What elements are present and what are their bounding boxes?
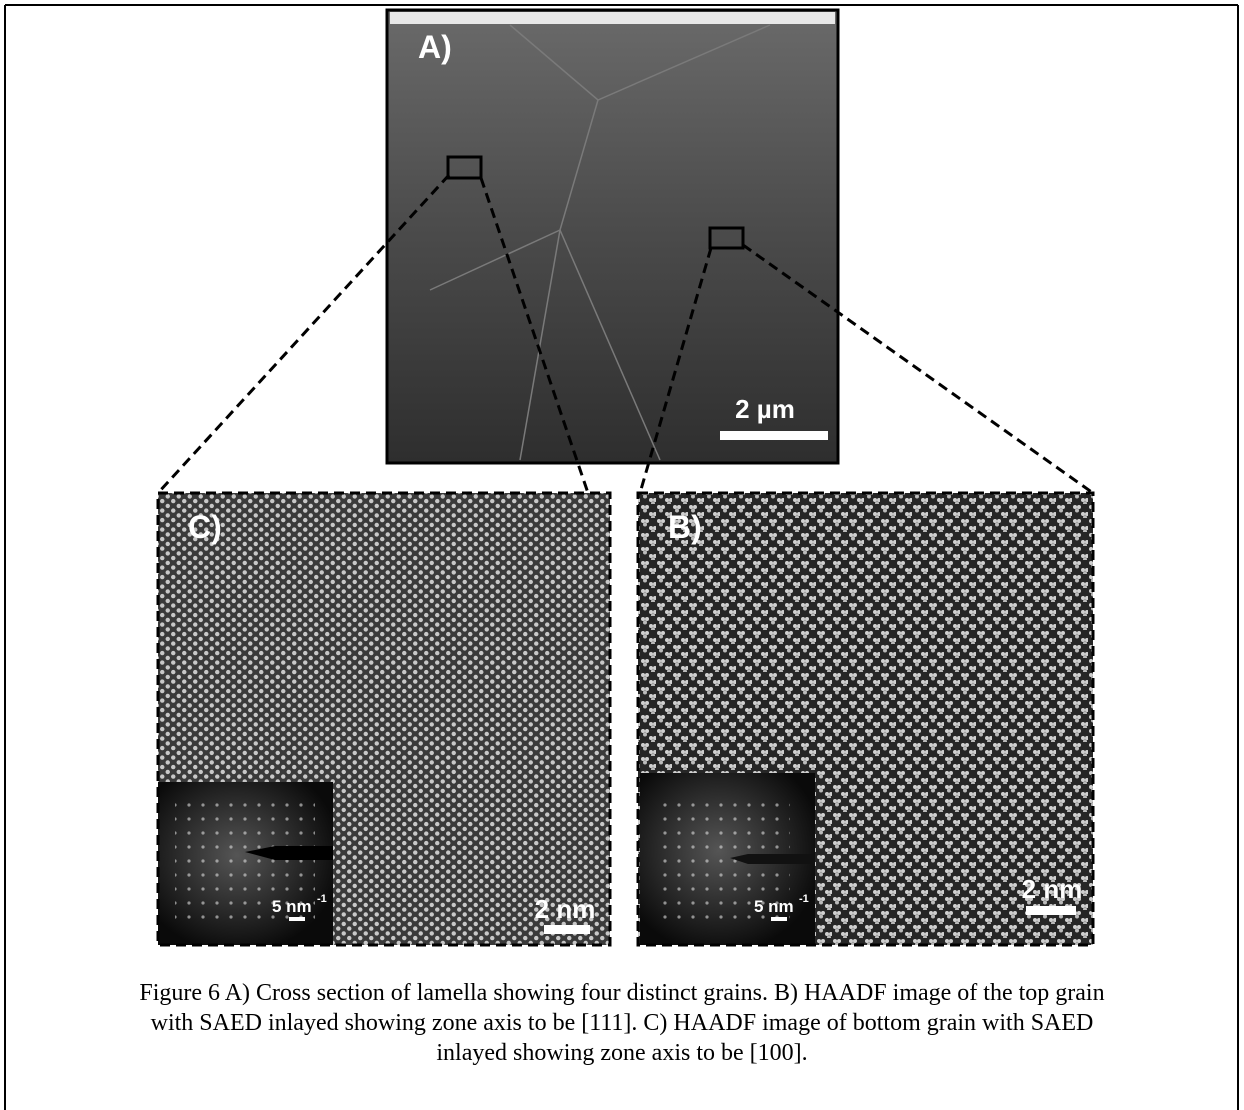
caption-line: with SAED inlayed showing zone axis to b…: [151, 1010, 1094, 1036]
region-box: [446, 155, 483, 180]
caption-line: Figure 6 A) Cross section of lamella sho…: [139, 980, 1104, 1006]
panel-label: A): [418, 29, 452, 65]
scale-bar-label: 2 nm: [535, 894, 596, 924]
panel-b: B) 2 nm 5 nm -1: [636, 491, 1095, 947]
scale-bar-label: 2 nm: [1022, 874, 1083, 904]
frame: [4, 4, 1239, 1110]
panel-c: C) 2 nm 5 nm -1: [156, 491, 612, 947]
panel-label: C): [188, 509, 222, 545]
inset-scale-label: 5 nm: [754, 897, 794, 916]
zoom-lines: [156, 173, 1094, 495]
scale-bar: [1026, 906, 1076, 915]
inset-scale-label: 5 nm: [272, 897, 312, 916]
panel-a: A) 2 µm: [385, 8, 840, 465]
scale-bar: [544, 925, 590, 934]
scale-bar: [720, 431, 828, 440]
inset-scale-exponent: -1: [799, 893, 809, 905]
panel-label: B): [668, 509, 702, 545]
inset-scale-bar: [289, 917, 305, 921]
caption: Figure 6 A) Cross section of lamella sho…: [139, 980, 1104, 1066]
scale-bar-label: 2 µm: [735, 394, 795, 424]
region-box: [708, 226, 745, 250]
caption-line: inlayed showing zone axis to be [100].: [436, 1040, 807, 1066]
inset-scale-exponent: -1: [317, 893, 327, 905]
inset-scale-bar: [771, 917, 787, 921]
